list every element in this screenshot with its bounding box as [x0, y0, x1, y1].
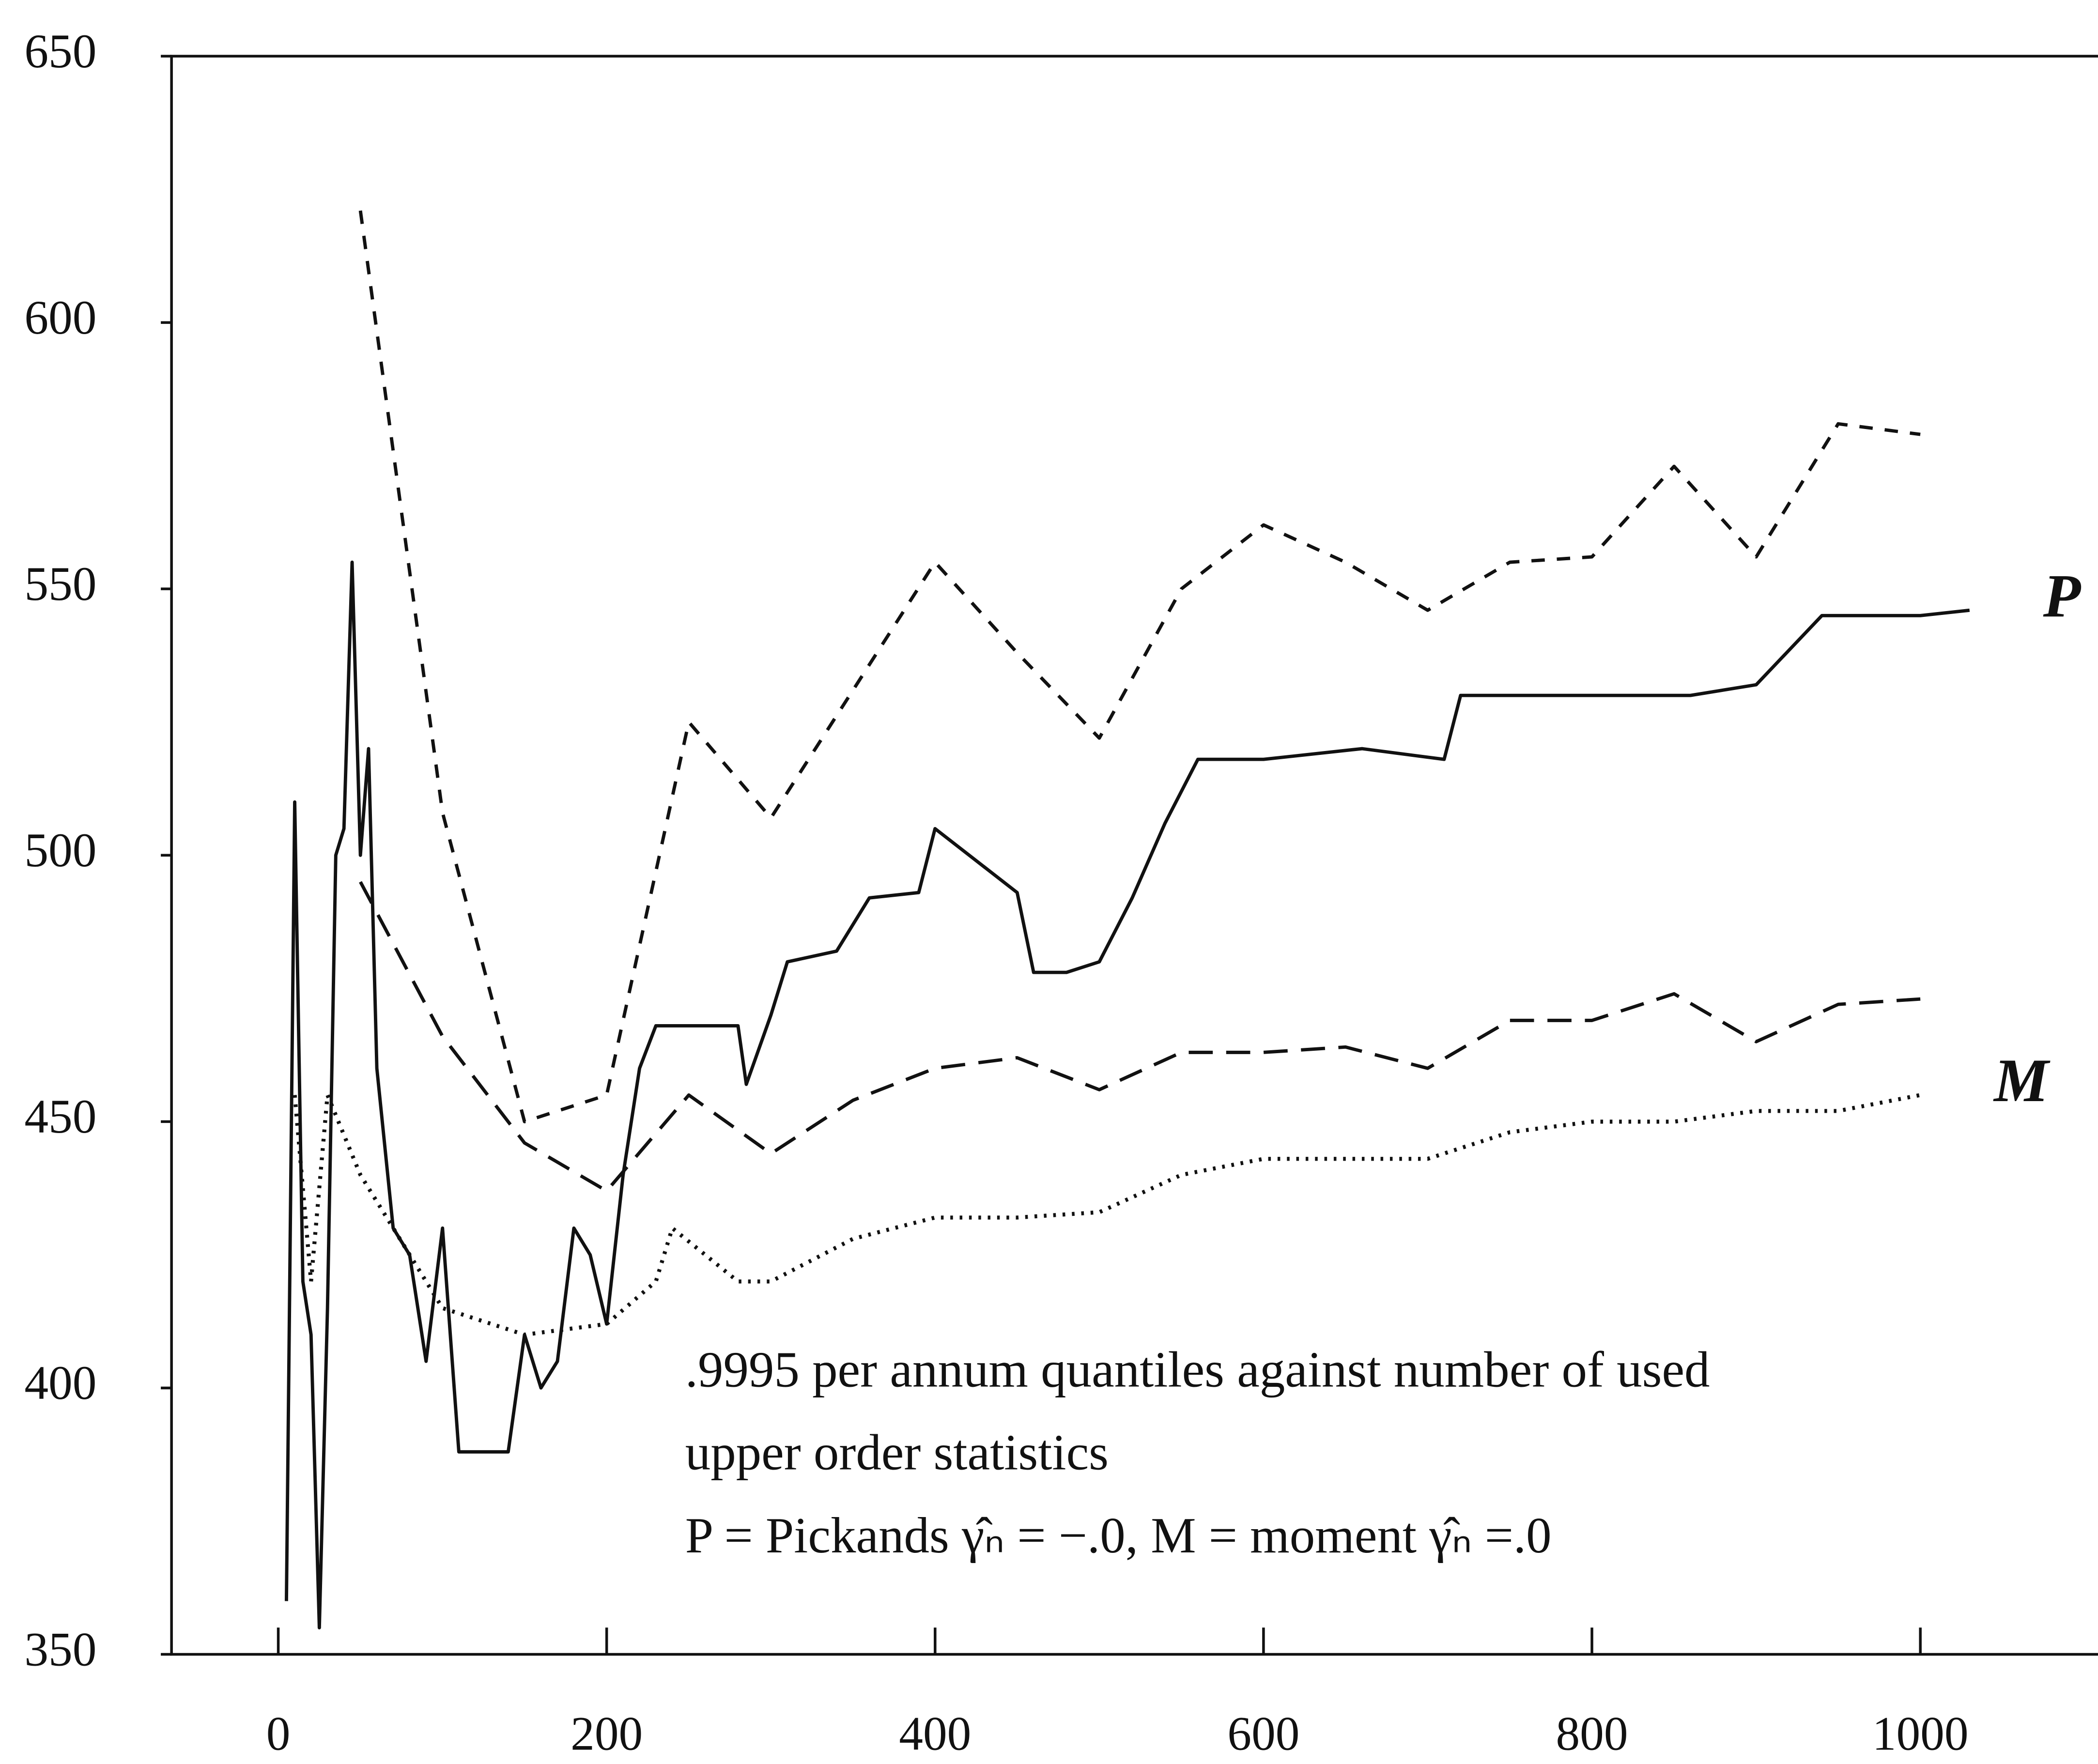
series-line: [358, 210, 1921, 1123]
x-tick-label: 200: [571, 1706, 643, 1760]
series-line: [293, 1093, 1921, 1337]
x-tick-label: 1000: [1872, 1706, 1969, 1760]
y-tick-label: 450: [24, 1089, 96, 1143]
x-tick-label: 800: [1556, 1706, 1628, 1760]
series-line: [284, 560, 1970, 1630]
annotation: P = Pickands γ̂ₙ = −.0, M = moment γ̂ₙ =…: [685, 1507, 1552, 1564]
annotation: upper order statistics: [685, 1424, 1109, 1481]
y-tick-label: 650: [24, 24, 96, 78]
x-tick-label: 0: [266, 1706, 291, 1760]
series-label: M: [1993, 1047, 2051, 1115]
y-tick-label: 500: [24, 823, 96, 877]
series-line: [359, 881, 1921, 1193]
series-label: P: [2043, 562, 2082, 630]
x-tick-label: 600: [1227, 1706, 1299, 1760]
y-tick-label: 600: [24, 291, 96, 344]
plot-frame: [170, 55, 2098, 1656]
x-tick-label: 400: [899, 1706, 971, 1760]
annotation: .9995 per annum quantiles against number…: [685, 1341, 1710, 1397]
y-tick-label: 550: [24, 557, 96, 611]
y-tick-label: 400: [24, 1356, 96, 1410]
y-tick-label: 350: [24, 1622, 96, 1676]
